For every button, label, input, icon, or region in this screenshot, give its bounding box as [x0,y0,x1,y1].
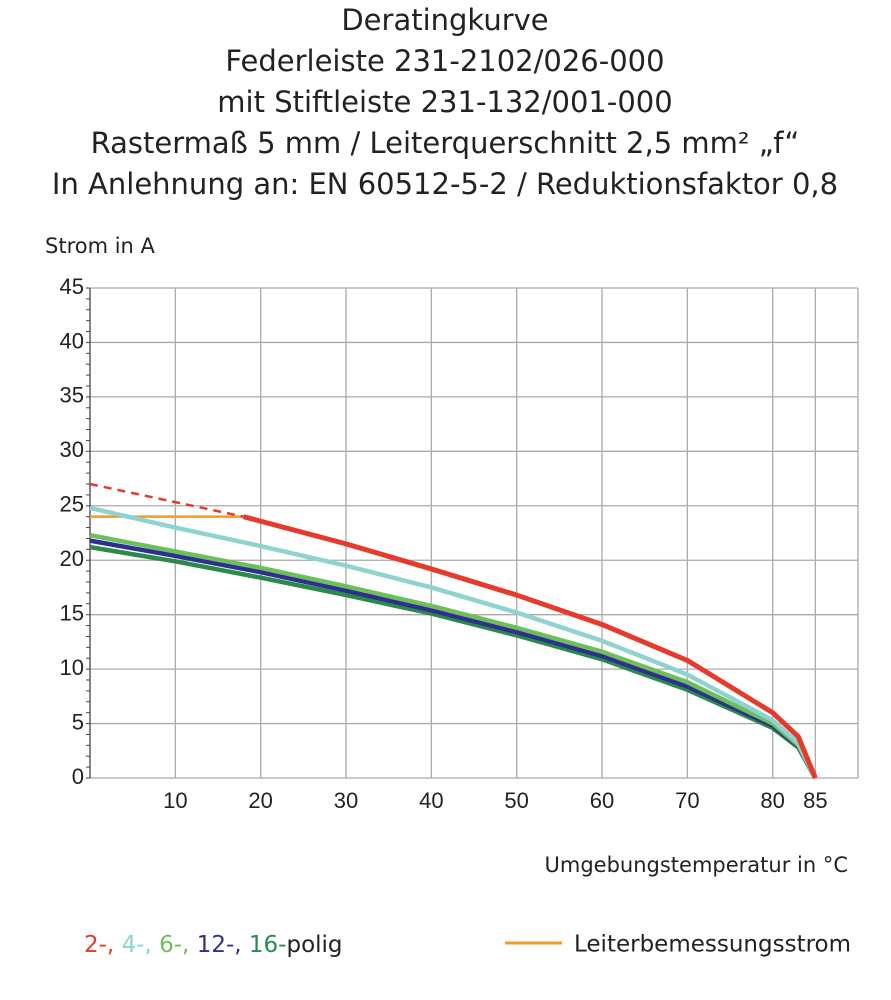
legend-entry: 6-, [159,932,189,958]
chart-title: In Anlehnung an: EN 60512-5-2 / Reduktio… [52,167,838,201]
chart-title: Federleiste 231-2102/026-000 [225,44,664,78]
legend-space [114,932,121,958]
x-tick-label: 50 [504,788,528,813]
x-tick-label: 40 [419,788,443,813]
series-line [89,505,818,779]
y-tick-label: 30 [60,437,84,462]
y-tick-label: 25 [60,492,84,517]
x-tick-label: 20 [248,788,272,813]
legend-entry: 2-, [84,932,114,958]
y-axis-label: Strom in A [45,234,156,258]
chart-title: Rastermaß 5 mm / Leiterquerschnitt 2,5 m… [91,126,800,160]
series-line [89,482,244,518]
legend-space [242,932,249,958]
x-tick-label: 70 [675,788,699,813]
legend-space [152,932,159,958]
x-tick-label: 60 [590,788,614,813]
x-tick-label: 10 [163,788,187,813]
y-tick-label: 10 [60,655,84,680]
legend-suffix: polig [286,932,342,958]
legend-entry: 4-, [122,932,152,958]
y-tick-label: 5 [72,709,84,734]
legend-entry: Leiterbemessungsstrom [574,932,851,958]
legend-entry: 16- [249,932,287,958]
x-axis-label: Umgebungstemperatur in °C [545,853,849,877]
x-tick-label: 80 [760,788,784,813]
legend: 2-, 4-, 6-, 12-, 16-polig [84,932,343,958]
series-line [89,544,818,780]
y-tick-label: 20 [60,546,84,571]
x-tick-label: 30 [334,788,358,813]
x-tick-label: 85 [803,788,827,813]
legend-entry: 12-, [197,932,242,958]
chart-title: Deratingkurve [341,3,548,37]
y-tick-label: 40 [60,328,84,353]
y-tick-label: 45 [60,274,84,299]
series-line [242,514,818,779]
y-tick-label: 15 [60,600,84,625]
y-tick-label: 0 [72,764,84,789]
chart-title: mit Stiftleiste 231-132/001-000 [217,85,672,119]
series-line [89,532,818,780]
legend-space [189,932,196,958]
y-tick-label: 35 [60,383,84,408]
